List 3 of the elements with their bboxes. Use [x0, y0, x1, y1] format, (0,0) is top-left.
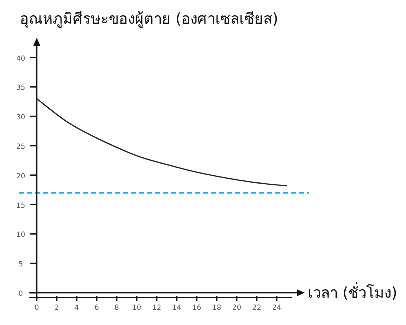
x-axis-title: เวลา (ชั่วโมง) — [308, 282, 398, 302]
y-axis-title: อุณหภูมิศีรษะของผู้ตาย (องศาเซลเซียส) — [20, 10, 278, 29]
line-series — [36, 98, 288, 187]
